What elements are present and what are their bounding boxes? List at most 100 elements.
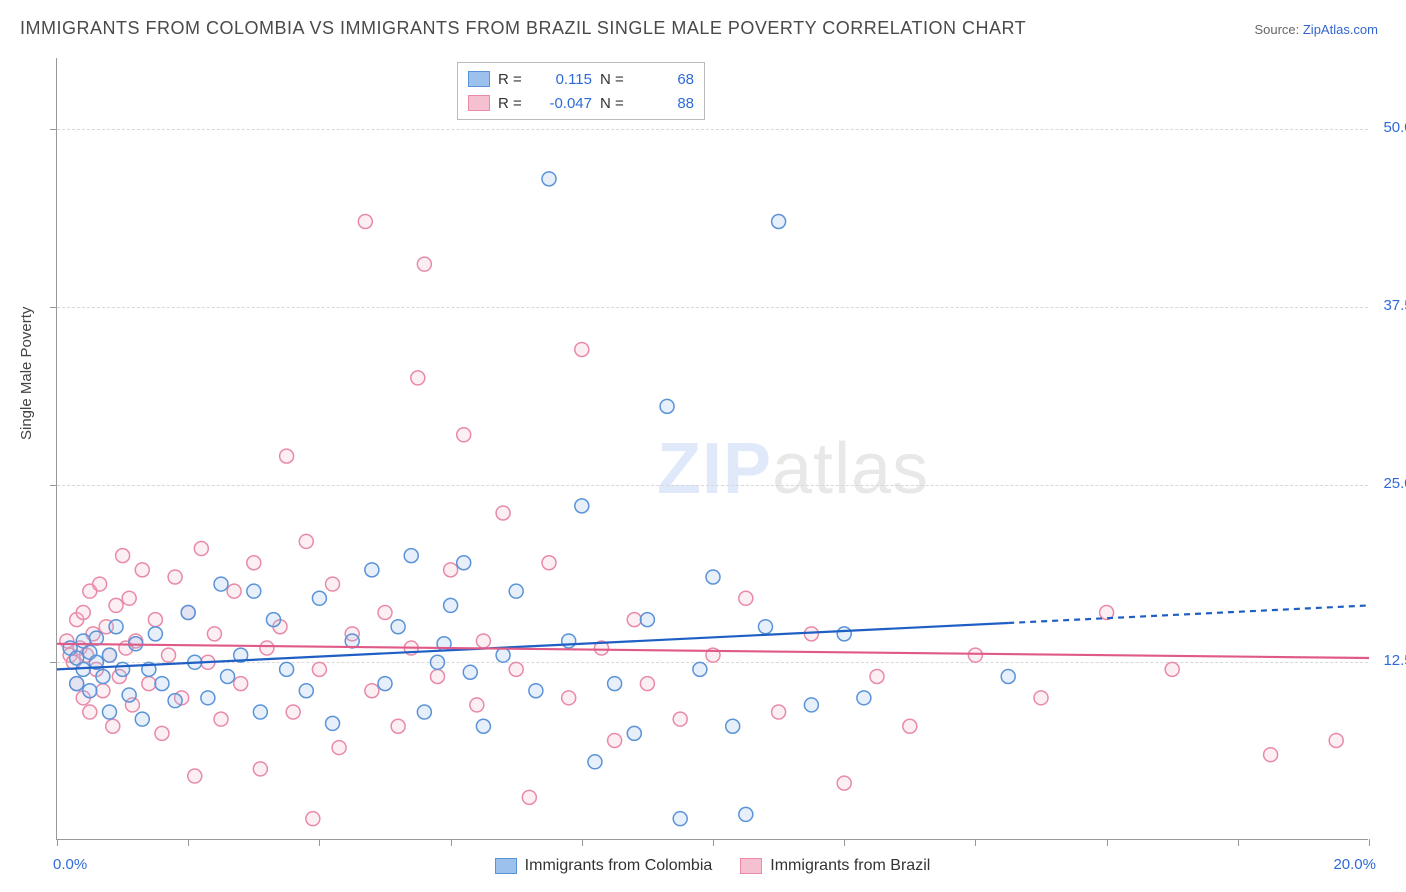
data-point — [109, 620, 123, 634]
x-axis-max: 20.0% — [1333, 856, 1376, 873]
data-point — [522, 790, 536, 804]
data-point — [391, 719, 405, 733]
data-point — [562, 691, 576, 705]
data-point — [214, 577, 228, 591]
data-point — [673, 812, 687, 826]
data-point — [903, 719, 917, 733]
n-label: N = — [600, 71, 630, 88]
data-point — [148, 627, 162, 641]
series-name-brazil: Immigrants from Brazil — [770, 857, 930, 875]
data-point — [365, 684, 379, 698]
x-tick — [713, 839, 714, 846]
data-point — [378, 677, 392, 691]
data-point — [102, 705, 116, 719]
data-point — [411, 371, 425, 385]
x-tick — [1369, 839, 1370, 846]
data-point — [739, 807, 753, 821]
y-tick-label: 50.0% — [1383, 119, 1406, 136]
data-point — [457, 556, 471, 570]
data-point — [266, 613, 280, 627]
data-point — [201, 691, 215, 705]
data-point — [306, 812, 320, 826]
data-point — [804, 698, 818, 712]
data-point — [870, 669, 884, 683]
data-point — [758, 620, 772, 634]
data-point — [470, 698, 484, 712]
data-point — [739, 591, 753, 605]
data-point — [135, 712, 149, 726]
data-point — [168, 694, 182, 708]
data-point — [312, 591, 326, 605]
data-point — [299, 684, 313, 698]
data-point — [772, 705, 786, 719]
x-tick — [975, 839, 976, 846]
data-point — [214, 712, 228, 726]
data-point — [286, 705, 300, 719]
data-point — [968, 648, 982, 662]
data-point — [332, 741, 346, 755]
data-point — [706, 570, 720, 584]
data-point — [608, 677, 622, 691]
data-point — [660, 399, 674, 413]
data-point — [106, 719, 120, 733]
data-point — [89, 631, 103, 645]
data-point — [430, 655, 444, 669]
r-value-colombia: 0.115 — [536, 71, 592, 88]
data-point — [227, 584, 241, 598]
data-point — [83, 684, 97, 698]
chart-title: IMMIGRANTS FROM COLOMBIA VS IMMIGRANTS F… — [20, 18, 1026, 39]
legend-stats: R = 0.115 N = 68 R = -0.047 N = 88 — [457, 62, 705, 120]
y-tick-label: 37.5% — [1383, 297, 1406, 314]
data-point — [404, 549, 418, 563]
data-point — [529, 684, 543, 698]
source-link[interactable]: ZipAtlas.com — [1303, 22, 1378, 37]
data-point — [253, 762, 267, 776]
data-point — [430, 669, 444, 683]
data-point — [194, 542, 208, 556]
data-point — [326, 716, 340, 730]
y-tick-label: 12.5% — [1383, 652, 1406, 669]
data-point — [122, 591, 136, 605]
data-point — [417, 257, 431, 271]
data-point — [122, 688, 136, 702]
x-tick — [319, 839, 320, 846]
x-tick — [451, 839, 452, 846]
data-point — [181, 606, 195, 620]
data-point — [93, 577, 107, 591]
data-point — [142, 677, 156, 691]
data-point — [358, 215, 372, 229]
data-point — [542, 172, 556, 186]
data-point — [857, 691, 871, 705]
data-point — [299, 534, 313, 548]
data-point — [627, 613, 641, 627]
x-tick — [57, 839, 58, 846]
scatter-layer — [57, 58, 1368, 839]
data-point — [76, 606, 90, 620]
data-point — [162, 648, 176, 662]
data-point — [627, 726, 641, 740]
data-point — [96, 684, 110, 698]
n-label: N = — [600, 95, 630, 112]
data-point — [588, 755, 602, 769]
x-axis-min: 0.0% — [53, 856, 87, 873]
plot-area: ZIPatlas 12.5%25.0%37.5%50.0% R = 0.115 … — [56, 58, 1368, 840]
data-point — [837, 627, 851, 641]
data-point — [221, 669, 235, 683]
data-point — [207, 627, 221, 641]
data-point — [457, 428, 471, 442]
data-point — [247, 584, 261, 598]
data-point — [155, 677, 169, 691]
data-point — [1001, 669, 1015, 683]
y-axis-label: Single Male Poverty — [18, 307, 35, 440]
y-tick-label: 25.0% — [1383, 475, 1406, 492]
n-value-brazil: 88 — [638, 95, 694, 112]
data-point — [365, 563, 379, 577]
data-point — [326, 577, 340, 591]
swatch-colombia — [495, 858, 517, 874]
data-point — [135, 563, 149, 577]
r-label: R = — [498, 71, 528, 88]
data-point — [280, 449, 294, 463]
data-point — [693, 662, 707, 676]
legend-item-brazil: Immigrants from Brazil — [740, 857, 930, 875]
data-point — [444, 598, 458, 612]
